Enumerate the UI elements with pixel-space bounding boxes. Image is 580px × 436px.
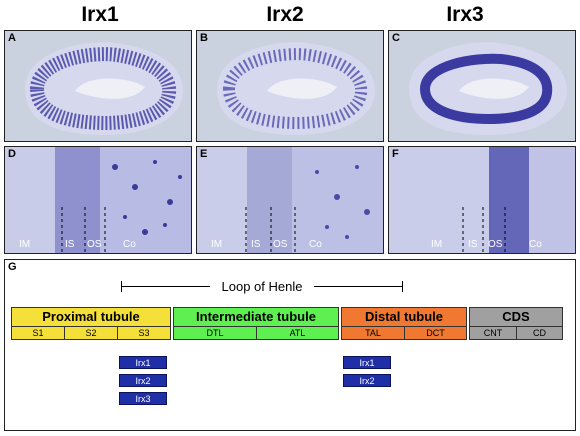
cds-segment: CDS	[469, 307, 563, 327]
zone-label-os: OS	[87, 239, 102, 250]
loop-bracket-right-tick	[402, 281, 403, 292]
zone-label-im: IM	[19, 239, 31, 250]
kidney-section-image	[216, 42, 376, 135]
subsegment-cd: CD	[516, 326, 563, 340]
zone-label-os: OS	[488, 239, 503, 250]
zone-label-co: Co	[529, 239, 542, 250]
expression-chip-tal-irx2: Irx2	[343, 374, 391, 387]
subsegment-s2: S2	[64, 326, 118, 340]
panel-label-a: A	[8, 32, 16, 44]
medulla-section-image	[197, 147, 383, 253]
expression-chip-s3-irx2: Irx2	[119, 374, 167, 387]
title-irx1: Irx1	[81, 3, 119, 26]
panel-c: C	[388, 30, 576, 142]
zone-label-is: IS	[251, 239, 261, 250]
zone-label-is: IS	[468, 239, 478, 250]
subsegment-s1: S1	[11, 326, 65, 340]
kidney-section-image	[408, 42, 568, 135]
subsegment-s3: S3	[117, 326, 171, 340]
zone-label-im: IM	[211, 239, 223, 250]
loop-of-henle-label: Loop of Henle	[210, 279, 314, 294]
subsegment-cnt: CNT	[469, 326, 517, 340]
panel-label-e: E	[200, 148, 208, 160]
panel-label-c: C	[392, 32, 400, 44]
subsegment-dct: DCT	[404, 326, 467, 340]
medulla-section-image	[5, 147, 191, 253]
kidney-section-image	[24, 42, 184, 135]
subsegment-tal: TAL	[341, 326, 405, 340]
panel-label-b: B	[200, 32, 208, 44]
panel-e: E IM IS OS Co	[196, 146, 384, 254]
expression-chip-s3-irx1: Irx1	[119, 356, 167, 369]
title-irx3: Irx3	[446, 3, 484, 26]
expression-chip-tal-irx1: Irx1	[343, 356, 391, 369]
subsegment-atl: ATL	[256, 326, 339, 340]
panel-b: B	[196, 30, 384, 142]
panel-f: F IM IS OS Co	[388, 146, 576, 254]
subsegment-dtl: DTL	[173, 326, 257, 340]
panel-d: D IM IS OS Co	[4, 146, 192, 254]
zone-label-co: Co	[309, 239, 322, 250]
panel-a: A	[4, 30, 192, 142]
title-irx2: Irx2	[266, 3, 304, 26]
expression-chip-s3-irx3: Irx3	[119, 392, 167, 405]
zone-label-co: Co	[123, 239, 136, 250]
panel-label-f: F	[392, 148, 399, 160]
zone-label-is: IS	[65, 239, 75, 250]
intermediate-tubule-segment: Intermediate tubule	[173, 307, 339, 327]
panel-label-g: G	[8, 261, 17, 273]
proximal-tubule-segment: Proximal tubule	[11, 307, 171, 327]
zone-label-os: OS	[273, 239, 288, 250]
panel-label-d: D	[8, 148, 16, 160]
panel-g: G Loop of Henle Proximal tubule S1 S2 S3…	[4, 259, 576, 431]
distal-tubule-segment: Distal tubule	[341, 307, 467, 327]
zone-label-im: IM	[431, 239, 443, 250]
medulla-section-image	[389, 147, 575, 253]
loop-bracket-left-tick	[121, 281, 122, 292]
